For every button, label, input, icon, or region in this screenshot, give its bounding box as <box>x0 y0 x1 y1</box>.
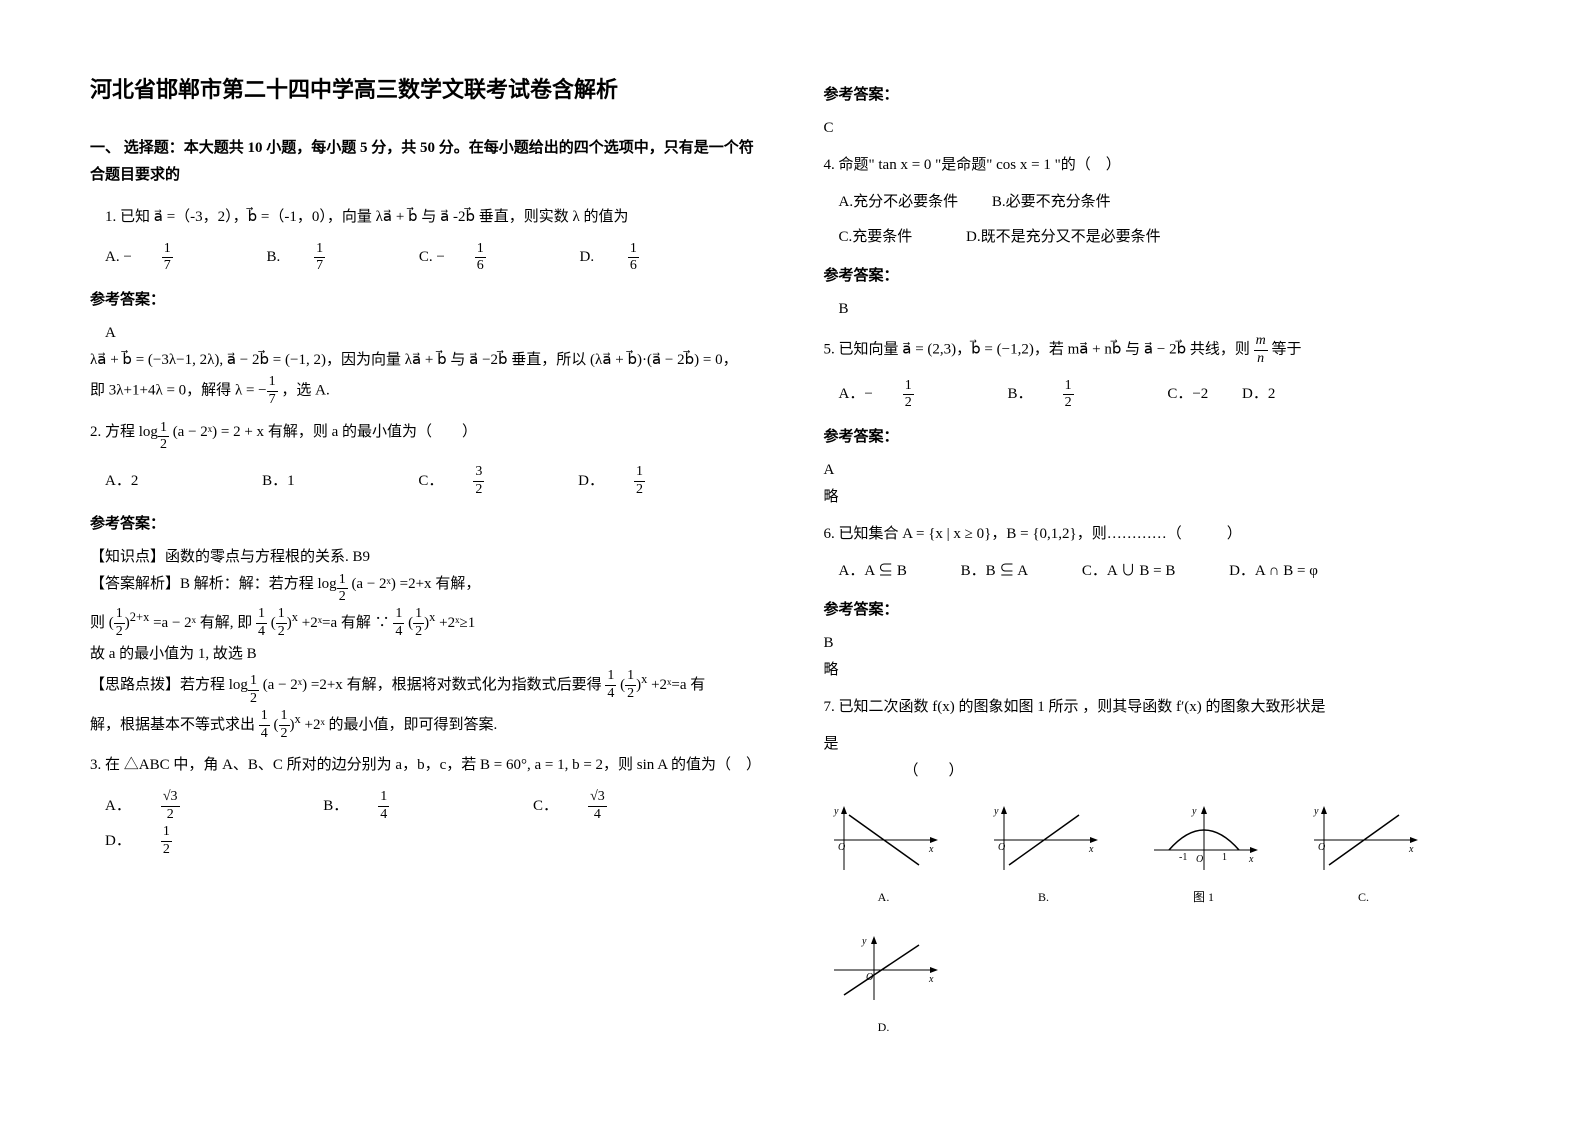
q3-options: A．√32 B．14 C．√34 D．12 <box>105 789 764 858</box>
q6-opt-c: C．A ∪ B = B <box>1082 563 1175 579</box>
section-1-heading: 一、 选择题：本大题共 10 小题，每小题 5 分，共 50 分。在每小题给出的… <box>90 135 764 189</box>
q2-ans-header: 【答案解析】B 解析：解：若方程 log12 (a − 2ˣ) =2+x 有解， <box>90 571 764 606</box>
q3-opt-d: D．12 <box>105 833 232 849</box>
q3-opt-c: C．√34 <box>533 798 667 814</box>
q1-opt-d: D. 16 <box>580 249 699 265</box>
q2-opt-b: B．1 <box>262 473 295 489</box>
page-container: 河北省邯郸市第二十四中学高三数学文联考试卷含解析 一、 选择题：本大题共 10 … <box>90 70 1497 1020</box>
q1-opt-b: B. 17 <box>267 249 386 265</box>
q5-answer: A <box>824 457 1498 484</box>
q2-opt-a: A．2 <box>105 473 138 489</box>
q4-opt-c: C.充要条件 <box>839 229 913 245</box>
q7-fig-c: O x y C. <box>1304 800 1424 890</box>
q7-cont: 是 <box>824 731 1498 758</box>
svg-text:y: y <box>861 936 867 947</box>
q1-expl2: 即 3λ+1+4λ = 0，解得 λ = −17 ，选 A. <box>90 374 764 409</box>
q2-answer-label: 参考答案： <box>90 511 764 538</box>
svg-text:x: x <box>1088 844 1094 855</box>
q2-line2: 故 a 的最小值为 1, 故选 B <box>90 641 764 668</box>
right-column: 参考答案： C 4. 命题" tan x = 0 "是命题" cos x = 1… <box>824 70 1498 1020</box>
q5-text: 5. 已知向量 a⃗ = (2,3)，b⃗ = (−1,2)，若 ma⃗ + n… <box>824 333 1498 368</box>
svg-text:x: x <box>1248 854 1254 865</box>
q2-options: A．2 B．1 C．32 D．12 <box>105 464 764 499</box>
q6-opt-d: D．A ∩ B = φ <box>1229 563 1318 579</box>
q2-text: 2. 方程 log12 (a − 2ˣ) = 2 + x 有解，则 a 的最小值… <box>90 419 764 454</box>
q4-answer-label: 参考答案： <box>824 263 1498 290</box>
q5-options: A．−12 B．12 C．−2 D．2 <box>839 378 1498 413</box>
svg-text:-1: -1 <box>1179 852 1187 863</box>
svg-text:O: O <box>1196 854 1203 865</box>
q1-expl1: λa⃗ + b⃗ = (−3λ−1, 2λ), a⃗ − 2b⃗ = (−1, … <box>90 347 764 374</box>
q1-text: 1. 已知 a⃗ =（-3，2），b⃗ =（-1，0），向量 λa⃗ + b⃗ … <box>105 204 764 231</box>
q1-options: A. −17 B. 17 C. −16 D. 16 <box>105 241 764 276</box>
q5-opt-a: A．−12 <box>839 386 974 402</box>
q4-opt-a: A.充分不必要条件 <box>839 194 959 210</box>
q5-answer-label: 参考答案： <box>824 424 1498 451</box>
q3-opt-a: A．√32 <box>105 798 240 814</box>
q4-options-row1: A.充分不必要条件 B.必要不充分条件 <box>839 189 1498 216</box>
q2-hint: 【思路点拨】若方程 log12 (a − 2ˣ) =2+x 有解，根据将对数式化… <box>90 668 764 707</box>
q7-fig-d: O x y D. <box>824 930 944 1020</box>
q7-fig-1: O x y -1 1 图 1 <box>1144 800 1264 890</box>
q5-note: 略 <box>824 484 1498 511</box>
q1-opt-c: C. −16 <box>419 249 546 265</box>
q4-answer: B <box>839 296 1498 323</box>
q2-knowledge: 【知识点】函数的零点与方程根的关系. B9 <box>90 544 764 571</box>
q2-hint2: 解，根据基本不等式求出 14 (12)x +2ˣ 的最小值，即可得到答案. <box>90 708 764 743</box>
exam-title: 河北省邯郸市第二十四中学高三数学文联考试卷含解析 <box>90 70 764 110</box>
svg-text:O: O <box>838 842 845 853</box>
svg-text:y: y <box>833 806 839 817</box>
q2-opt-c: C．32 <box>418 473 544 489</box>
q6-answer-label: 参考答案： <box>824 597 1498 624</box>
left-column: 河北省邯郸市第二十四中学高三数学文联考试卷含解析 一、 选择题：本大题共 10 … <box>90 70 764 1020</box>
q1-opt-a: A. −17 <box>105 249 233 265</box>
svg-text:O: O <box>1318 842 1325 853</box>
svg-text:y: y <box>993 806 999 817</box>
q1-answer-label: 参考答案： <box>90 287 764 314</box>
svg-text:x: x <box>928 844 934 855</box>
q3-opt-b: B．14 <box>323 798 449 814</box>
q5-opt-c: C．−2 <box>1167 386 1208 402</box>
q7-text: 7. 已知二次函数 f(x) 的图象如图 1 所示 ，则其导函数 f′(x) 的… <box>824 694 1498 721</box>
q7-paren: （ ） <box>904 758 1498 785</box>
q7-figures: O x y A. O x y B. <box>824 800 1498 1020</box>
q2-line1: 则 (12)2+x =a − 2ˣ 有解, 即 14 (12)x +2ˣ=a 有… <box>90 606 764 641</box>
q5-opt-d: D．2 <box>1242 386 1275 402</box>
q4-options-row2: C.充要条件 D.既不是充分又不是必要条件 <box>839 224 1498 251</box>
q5-opt-b: B．12 <box>1008 386 1134 402</box>
q4-text: 4. 命题" tan x = 0 "是命题" cos x = 1 "的（ ） <box>824 152 1498 179</box>
q4-opt-d: D.既不是充分又不是必要条件 <box>966 229 1161 245</box>
svg-text:x: x <box>1408 844 1414 855</box>
q2-opt-d: D．12 <box>578 473 705 489</box>
svg-text:y: y <box>1191 806 1197 817</box>
svg-text:O: O <box>998 842 1005 853</box>
q6-opt-a: A．A ⊆ B <box>839 563 907 579</box>
q3-answer: C <box>824 115 1498 142</box>
q6-text: 6. 已知集合 A = {x | x ≥ 0}，B = {0,1,2}，则………… <box>824 521 1498 548</box>
svg-text:1: 1 <box>1222 852 1227 863</box>
q6-opt-b: B．B ⊆ A <box>961 563 1029 579</box>
q1-answer: A <box>105 320 764 347</box>
svg-text:x: x <box>928 974 934 985</box>
q7-fig-a: O x y A. <box>824 800 944 890</box>
q3-answer-label: 参考答案： <box>824 82 1498 109</box>
svg-text:y: y <box>1313 806 1319 817</box>
q7-fig-b: O x y B. <box>984 800 1104 890</box>
q6-options: A．A ⊆ B B．B ⊆ A C．A ∪ B = B D．A ∩ B = φ <box>839 558 1498 585</box>
q6-answer: B <box>824 630 1498 657</box>
q3-text: 3. 在 △ABC 中，角 A、B、C 所对的边分别为 a，b，c，若 B = … <box>90 752 764 779</box>
q6-note: 略 <box>824 657 1498 684</box>
q4-opt-b: B.必要不充分条件 <box>992 194 1111 210</box>
